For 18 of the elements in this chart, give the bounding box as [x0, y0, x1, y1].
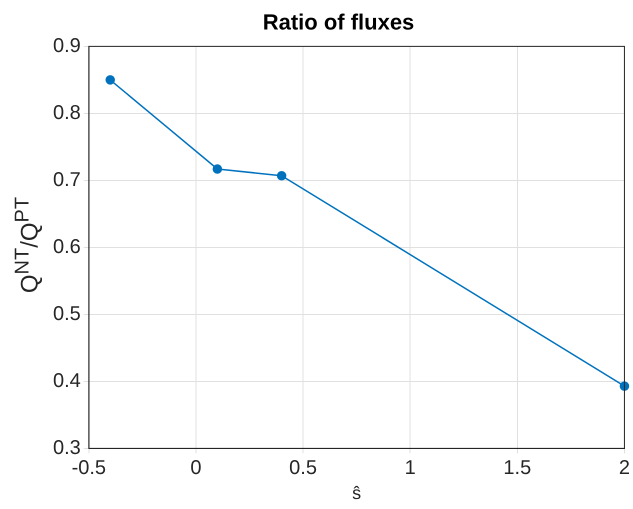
point: [105, 75, 115, 85]
x-tick-label: 1.5: [503, 456, 532, 479]
x-tick-label: 0: [190, 456, 202, 479]
point: [276, 170, 286, 180]
y-tick-label: 0.8: [52, 102, 81, 124]
point: [212, 164, 222, 174]
y-tick-label: 0.5: [52, 302, 81, 325]
y-tick-label: 0.7: [52, 168, 81, 191]
y-tick-label: 0.3: [52, 436, 81, 459]
x-tick-label: -0.5: [72, 456, 106, 479]
y-tick-label: 0.4: [52, 370, 81, 392]
x-tick-label: 2: [618, 456, 630, 479]
x-axis-title: ŝ: [352, 483, 362, 504]
x-tick-label: 0.5: [289, 456, 317, 479]
x-tick-label: 1: [404, 456, 416, 479]
y-tick-label: 0.6: [52, 236, 81, 258]
chart-title: Ratio of fluxes: [262, 9, 414, 34]
y-tick-label: 0.9: [52, 34, 81, 57]
